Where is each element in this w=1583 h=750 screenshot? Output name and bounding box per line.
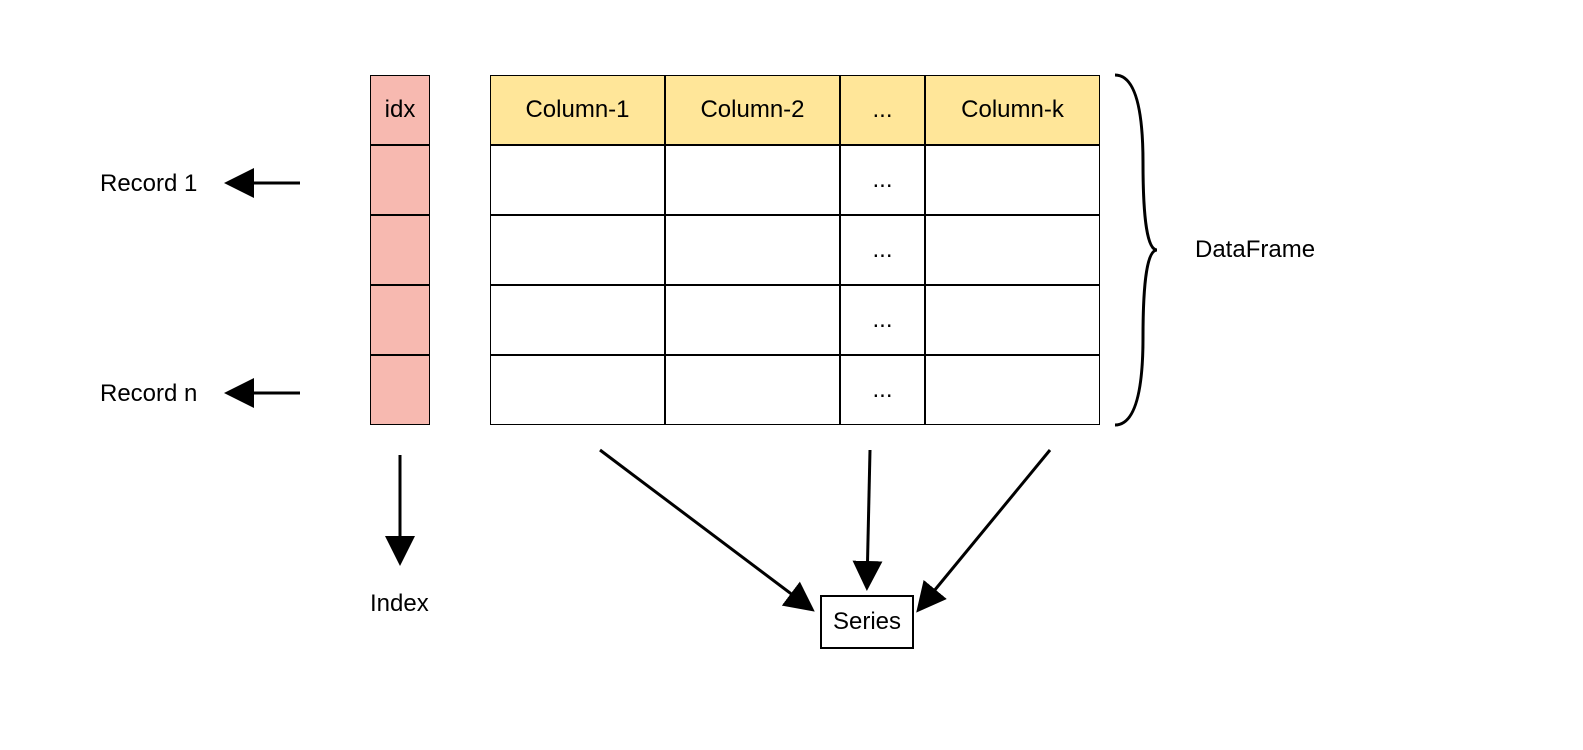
index-header-cell: idx: [370, 75, 430, 145]
column-header-cell: ...: [840, 75, 925, 145]
record-last-label: Record n: [100, 380, 197, 408]
index-header-label: idx: [385, 96, 416, 124]
column-header-label: ...: [872, 96, 892, 124]
data-cell-ellipsis: ...: [840, 355, 925, 425]
dataframe-label: DataFrame: [1195, 236, 1315, 264]
index-cell: [370, 215, 430, 285]
data-cell: [925, 285, 1100, 355]
data-cell: [490, 355, 665, 425]
column-header-cell: Column-1: [490, 75, 665, 145]
data-cell: [665, 215, 840, 285]
index-label: Index: [370, 590, 429, 618]
index-cell: [370, 355, 430, 425]
series-label: Series: [833, 608, 901, 636]
data-cell: [665, 285, 840, 355]
data-cell-ellipsis: ...: [840, 285, 925, 355]
data-cell: [925, 355, 1100, 425]
ellipsis: ...: [872, 166, 892, 194]
series-box: Series: [820, 595, 914, 649]
data-cell-ellipsis: ...: [840, 215, 925, 285]
data-cell: [665, 355, 840, 425]
data-cell: [490, 145, 665, 215]
ellipsis: ...: [872, 306, 892, 334]
ellipsis: ...: [872, 236, 892, 264]
column-header-label: Column-k: [961, 96, 1064, 124]
data-cell: [665, 145, 840, 215]
column-header-cell: Column-k: [925, 75, 1100, 145]
diagram-canvas: idx Record 1 Record n Column-1 Column-2 …: [0, 0, 1583, 750]
data-cell: [490, 215, 665, 285]
data-cell: [925, 145, 1100, 215]
column-header-cell: Column-2: [665, 75, 840, 145]
data-cell: [490, 285, 665, 355]
series-arrow-right: [0, 0, 300, 150]
data-cell: [925, 215, 1100, 285]
index-cell: [370, 285, 430, 355]
index-cell: [370, 145, 430, 215]
column-header-label: Column-1: [525, 96, 629, 124]
record-first-label: Record 1: [100, 170, 197, 198]
data-cell-ellipsis: ...: [840, 145, 925, 215]
column-header-label: Column-2: [700, 96, 804, 124]
ellipsis: ...: [872, 376, 892, 404]
